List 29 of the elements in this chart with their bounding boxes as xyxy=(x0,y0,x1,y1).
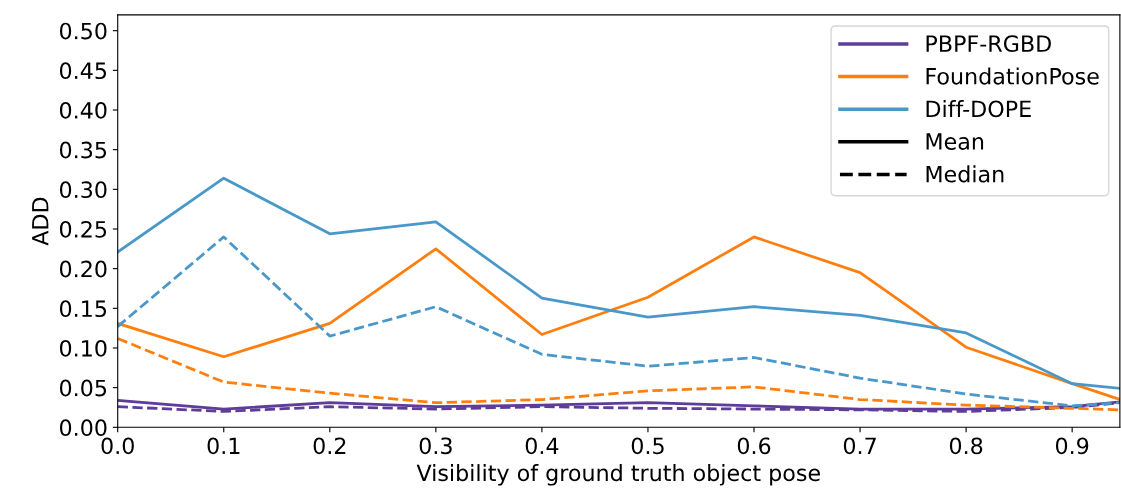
legend-label: Diff-DOPE xyxy=(926,100,1031,118)
y-tick-label: 0.40 xyxy=(59,101,107,119)
x-tick-label: 0.5 xyxy=(631,437,664,455)
annotation: Mean xyxy=(926,133,984,150)
line-series xyxy=(117,337,1120,412)
annotation: Median xyxy=(926,165,1004,183)
y-tick-label: 0.30 xyxy=(59,181,107,199)
legend-label: PBPF-RGBD xyxy=(926,35,1051,53)
y-tick-label: 0.10 xyxy=(59,339,107,357)
legend-label: FoundationPose xyxy=(926,67,1099,85)
x-tick-label: 0.1 xyxy=(207,437,240,455)
x-tick-label: 0.4 xyxy=(525,437,559,455)
x-tick-label: 0.0 xyxy=(101,437,134,455)
y-tick-label: 0.25 xyxy=(59,220,107,238)
x-tick-label: 0.6 xyxy=(737,437,771,455)
y-tick-label: 0.05 xyxy=(59,379,107,397)
y-tick-label: 0.35 xyxy=(59,141,107,159)
y-tick-label: 0.50 xyxy=(59,22,107,40)
y-axis-title: ADD xyxy=(32,197,49,246)
x-tick-label: 0.9 xyxy=(1055,437,1089,455)
x-tick-label: 0.2 xyxy=(313,437,346,455)
y-tick-label: 0.20 xyxy=(59,260,107,278)
x-tick-label: 0.3 xyxy=(419,437,452,455)
y-tick-label: 0.45 xyxy=(59,62,107,80)
y-tick-label: 0.00 xyxy=(59,419,107,437)
x-axis-title: Visibility of ground truth object pose xyxy=(416,464,820,486)
x-tick-label: 0.8 xyxy=(949,437,983,455)
x-tick-label: 0.7 xyxy=(843,437,876,455)
y-tick-label: 0.15 xyxy=(59,300,107,318)
